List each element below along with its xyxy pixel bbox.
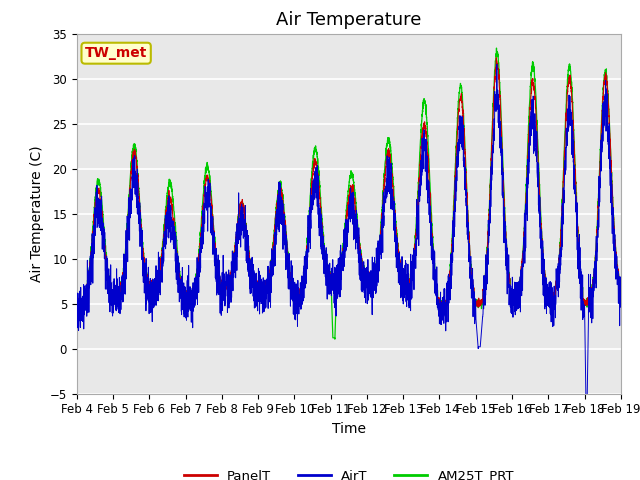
X-axis label: Time: Time [332, 422, 366, 436]
Y-axis label: Air Temperature (C): Air Temperature (C) [30, 145, 44, 282]
Legend: PanelT, AirT, AM25T_PRT: PanelT, AirT, AM25T_PRT [179, 464, 519, 480]
Text: TW_met: TW_met [85, 46, 147, 60]
Title: Air Temperature: Air Temperature [276, 11, 422, 29]
